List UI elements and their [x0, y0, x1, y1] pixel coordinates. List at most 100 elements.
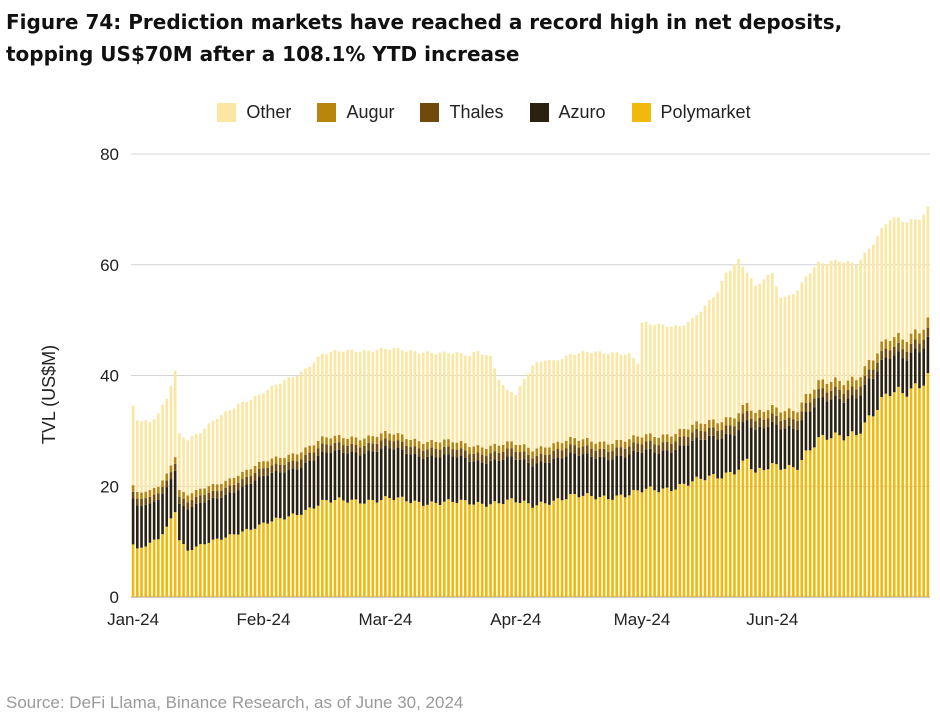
legend-item-augur[interactable]: Augur: [317, 102, 394, 123]
bar-polymarket-21: [220, 539, 223, 597]
bar-augur-171: [850, 376, 854, 387]
bar-azuro-170: [846, 398, 850, 437]
bar-augur-116: [619, 439, 623, 448]
bar-polymarket-23: [228, 534, 232, 597]
bar-azuro-111: [598, 456, 602, 497]
bar-azuro-87: [497, 460, 501, 504]
bar-other-104: [569, 354, 572, 437]
bar-augur-36: [283, 457, 286, 465]
bar-thales-67: [413, 446, 417, 454]
bar-other-39: [295, 375, 299, 455]
bar-augur-11: [178, 490, 181, 498]
bar-augur-141: [724, 417, 728, 426]
legend-item-other[interactable]: Other: [217, 102, 291, 123]
bar-thales-128: [670, 444, 673, 453]
legend-item-polymarket[interactable]: Polymarket: [631, 102, 751, 123]
bar-thales-178: [880, 351, 883, 360]
bar-thales-3: [144, 498, 148, 505]
bar-polymarket-43: [312, 508, 316, 597]
bar-azuro-72: [434, 457, 438, 503]
bar-augur-32: [266, 461, 269, 468]
legend-item-thales[interactable]: Thales: [420, 102, 504, 123]
bar-polymarket-26: [241, 531, 244, 597]
bar-augur-26: [241, 471, 244, 480]
bar-other-77: [455, 352, 459, 443]
bar-azuro-54: [358, 455, 362, 504]
bar-other-157: [792, 293, 795, 411]
bar-azuro-162: [813, 407, 816, 448]
bar-augur-129: [674, 433, 677, 442]
bar-azuro-147: [749, 427, 753, 470]
bar-other-185: [909, 219, 913, 334]
bar-azuro-46: [325, 452, 328, 501]
chart-title: Figure 74: Prediction markets have reach…: [6, 10, 843, 66]
bar-thales-152: [771, 413, 774, 422]
bar-azuro-34: [274, 470, 278, 518]
bar-thales-102: [560, 450, 564, 459]
bar-thales-30: [257, 468, 261, 477]
bar-polymarket-42: [308, 507, 312, 597]
bar-augur-16: [199, 488, 202, 496]
bar-augur-9: [169, 465, 173, 473]
bar-azuro-133: [691, 440, 694, 482]
bar-augur-153: [775, 407, 778, 416]
bar-azuro-28: [249, 483, 253, 530]
bar-thales-182: [897, 342, 900, 352]
bar-thales-161: [808, 402, 812, 412]
y-tick-0: 0: [110, 588, 119, 607]
bar-thales-17: [203, 494, 206, 503]
bar-augur-17: [203, 488, 206, 495]
bar-polymarket-149: [758, 467, 761, 597]
bar-azuro-65: [405, 453, 408, 502]
bar-augur-69: [421, 443, 425, 451]
bar-augur-97: [539, 446, 543, 454]
bar-augur-0: [131, 485, 135, 492]
bar-augur-33: [270, 458, 274, 466]
bar-polymarket-44: [316, 505, 320, 597]
bar-augur-165: [825, 383, 829, 393]
bar-polymarket-183: [901, 393, 904, 597]
bar-polymarket-169: [842, 440, 846, 597]
y-tick-labels: 0 20 40 60 80: [100, 145, 119, 607]
bar-polymarket-1: [136, 548, 139, 597]
bar-augur-86: [493, 443, 497, 452]
bar-other-75: [447, 353, 450, 440]
bar-thales-84: [485, 456, 488, 464]
bar-other-97: [539, 361, 543, 447]
bar-azuro-75: [447, 454, 450, 500]
x-tick-labels: Jan-24 Feb-24 Mar-24 Apr-24 May-24 Jun-24: [107, 610, 798, 629]
legend-item-azuro[interactable]: Azuro: [529, 102, 606, 123]
bar-other-90: [510, 392, 513, 442]
bar-polymarket-96: [535, 505, 539, 597]
bar-other-44: [316, 356, 320, 441]
bar-azuro-98: [543, 462, 547, 504]
bar-thales-115: [615, 447, 619, 456]
bar-augur-65: [405, 439, 408, 447]
bar-augur-99: [548, 447, 551, 455]
bar-azuro-10: [173, 470, 177, 513]
bar-azuro-89: [506, 456, 509, 500]
bar-other-18: [207, 423, 211, 487]
bar-other-94: [527, 373, 530, 448]
bar-polymarket-180: [888, 396, 892, 597]
bar-augur-96: [535, 448, 539, 456]
bar-augur-145: [741, 404, 745, 414]
bar-other-110: [594, 351, 597, 444]
bar-polymarket-33: [270, 521, 274, 597]
bar-thales-125: [657, 445, 661, 454]
bar-other-112: [602, 353, 606, 442]
bar-polymarket-119: [632, 489, 635, 597]
bar-thales-162: [813, 398, 816, 408]
bar-azuro-141: [724, 433, 728, 473]
bar-polymarket-11: [178, 540, 181, 597]
bar-thales-118: [628, 446, 631, 455]
bar-augur-119: [632, 435, 635, 443]
bar-other-63: [396, 347, 400, 433]
bar-augur-179: [884, 339, 888, 349]
bar-polymarket-125: [657, 492, 661, 597]
bar-polymarket-84: [485, 506, 488, 597]
bar-other-88: [501, 384, 505, 445]
x-tick-jun-24: Jun-24: [746, 610, 798, 629]
bar-thales-75: [447, 446, 450, 455]
bar-thales-87: [497, 452, 501, 461]
